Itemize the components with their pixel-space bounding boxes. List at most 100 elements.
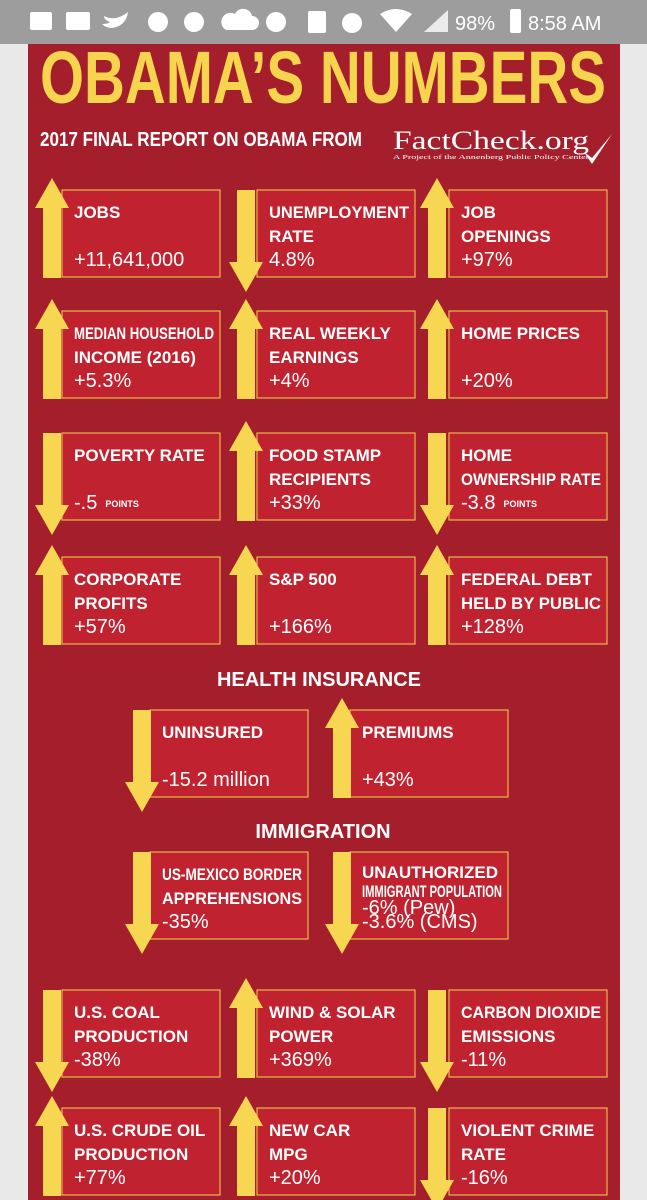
tile-label: RECIPIENTS — [269, 470, 371, 489]
tile-label: UNAUTHORIZED — [362, 863, 498, 882]
tile — [256, 310, 416, 399]
arrow-up — [35, 178, 69, 278]
tile — [61, 189, 221, 278]
arrow-up — [420, 545, 454, 645]
tile-label: FEDERAL DEBT — [461, 570, 593, 589]
tile-label: PREMIUMS — [362, 723, 454, 742]
arrow-up — [420, 178, 454, 278]
tile — [61, 1107, 221, 1196]
tile-value: -3.6% (CMS) — [362, 911, 478, 933]
tile-value: +11,641,000 — [74, 249, 184, 271]
arrow-down — [35, 433, 69, 535]
tile-label: POWER — [269, 1027, 333, 1046]
arrow-up — [35, 299, 69, 399]
tile-value: +33% — [269, 492, 321, 514]
tile-label: U.S. COAL — [74, 1003, 160, 1022]
tile-value: -11% — [461, 1049, 506, 1071]
battery-level: 98% — [455, 13, 495, 35]
tile-label: EARNINGS — [269, 348, 359, 367]
tile-label: APPREHENSIONS — [162, 889, 302, 908]
tile-label: CARBON DIOXIDE — [461, 1003, 601, 1022]
tile-label: RATE — [269, 227, 314, 246]
tile — [256, 432, 416, 521]
arrow-down — [420, 990, 454, 1092]
tile-label: MPG — [269, 1145, 308, 1164]
tile-label: IMMIGRANT POPULATION — [362, 882, 502, 901]
tile-label: S&P 500 — [269, 570, 337, 589]
tile — [448, 1107, 608, 1196]
tile-label: HOME PRICES — [461, 324, 580, 343]
arrow-down — [420, 433, 454, 535]
tile-value: -6% (Pew) — [362, 897, 455, 919]
tile-label: HELD BY PUBLIC — [461, 594, 601, 613]
tile — [448, 432, 608, 521]
logo-tagline: A Project of the Annenberg Public Policy… — [393, 154, 590, 161]
tile-label: CORPORATE — [74, 570, 181, 589]
arrow-down — [325, 852, 359, 954]
status-icons — [30, 8, 521, 33]
tile-label: PRODUCTION — [74, 1027, 188, 1046]
subtitle: 2017 FINAL REPORT ON OBAMA FROM — [40, 129, 362, 151]
arrow-down — [125, 710, 159, 812]
tile-label: NEW CAR — [269, 1121, 350, 1140]
tile-label: U.S. CRUDE OIL — [74, 1121, 205, 1140]
tile — [149, 709, 309, 798]
tile — [349, 851, 509, 940]
tile — [256, 556, 416, 645]
tile-label: EMISSIONS — [461, 1027, 555, 1046]
arrow-up — [229, 299, 263, 399]
tile — [61, 556, 221, 645]
tile-value: +20% — [461, 370, 513, 392]
tile-value: +128% — [461, 616, 524, 638]
tile-value: -38% — [74, 1049, 121, 1071]
tile-value: -.5 — [74, 492, 97, 514]
arrow-down — [229, 190, 263, 292]
clock: 8:58 AM — [528, 13, 601, 35]
tile-label: JOB — [461, 203, 496, 222]
tile — [61, 989, 221, 1078]
tile-label: MEDIAN HOUSEHOLD — [74, 324, 214, 343]
arrow-down — [420, 1108, 454, 1200]
tile — [256, 989, 416, 1078]
arrow-up — [35, 545, 69, 645]
tile-value: -16% — [461, 1167, 508, 1189]
tile-value: 4.8% — [269, 249, 315, 271]
tile-value: +77% — [74, 1167, 126, 1189]
tile-label: VIOLENT CRIME — [461, 1121, 594, 1140]
tile-label: UNEMPLOYMENT — [269, 203, 410, 222]
tile — [448, 556, 608, 645]
arrow-up — [229, 1096, 263, 1196]
tile — [256, 1107, 416, 1196]
tile-label: OPENINGS — [461, 227, 551, 246]
tile-value: +5.3% — [74, 370, 131, 392]
tile — [448, 310, 608, 399]
tile-label: WIND & SOLAR — [269, 1003, 396, 1022]
tile-value: +166% — [269, 616, 332, 638]
tile-label: RATE — [461, 1145, 506, 1164]
tile-label: US-MEXICO BORDER — [162, 865, 302, 884]
tile-value: +57% — [74, 616, 126, 638]
tile — [61, 432, 221, 521]
tile-value: +369% — [269, 1049, 332, 1071]
arrow-up — [325, 698, 359, 798]
logo: FactCheck.org — [393, 126, 589, 155]
tile-label: HOME — [461, 446, 512, 465]
tile-label: POVERTY RATE — [74, 446, 205, 465]
section-title: HEALTH INSURANCE — [217, 669, 421, 691]
title: OBAMA’S NUMBERS — [40, 36, 606, 119]
section-title: IMMIGRATION — [255, 821, 390, 843]
tile — [149, 851, 309, 940]
tile-value: +97% — [461, 249, 513, 271]
tile — [349, 709, 509, 798]
tile-label: REAL WEEKLY — [269, 324, 392, 343]
tile-value: +20% — [269, 1167, 321, 1189]
tile — [256, 189, 416, 278]
tile-value: +4% — [269, 370, 310, 392]
tile — [448, 989, 608, 1078]
tile-label: UNINSURED — [162, 723, 263, 742]
tile-value: -3.8 — [461, 492, 495, 514]
tile — [448, 189, 608, 278]
tile-label: JOBS — [74, 203, 120, 222]
arrow-up — [229, 978, 263, 1078]
